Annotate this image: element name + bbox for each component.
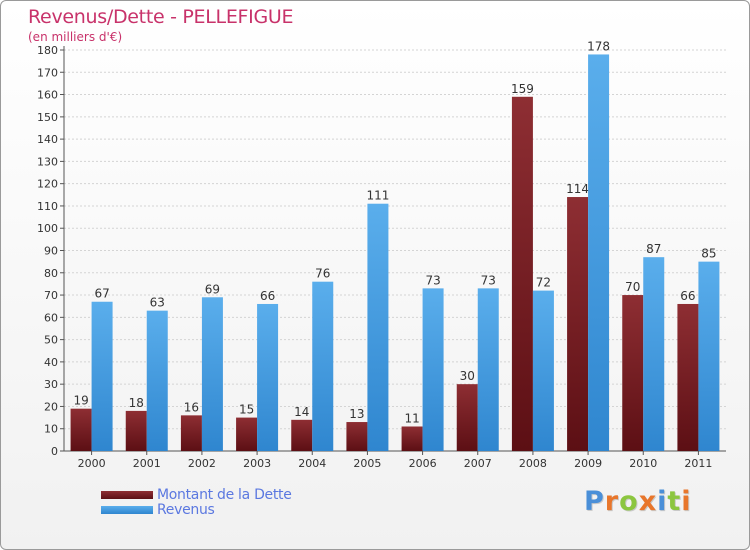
x-tick-label: 2005 (353, 457, 381, 470)
data-label: 178 (587, 39, 610, 53)
logo-letter: x (638, 486, 658, 517)
x-tick-label: 2000 (78, 457, 106, 470)
y-tick-label: 80 (44, 267, 58, 280)
y-tick-label: 140 (37, 133, 58, 146)
data-label: 66 (680, 289, 695, 303)
bar-dette (456, 384, 478, 451)
bar-dette (567, 197, 589, 451)
y-tick-label: 20 (44, 400, 58, 413)
y-tick-label: 40 (44, 356, 58, 369)
y-tick-label: 100 (37, 222, 58, 235)
legend-item-revenus: Revenus (101, 501, 292, 518)
y-tick-label: 50 (44, 334, 58, 347)
y-tick-label: 170 (37, 66, 58, 79)
data-label: 18 (129, 396, 144, 410)
bar-revenus (367, 203, 389, 451)
data-label: 73 (425, 273, 440, 287)
bar-dette (511, 96, 533, 452)
bar-dette (180, 415, 202, 451)
x-tick-label: 2004 (298, 457, 326, 470)
bar-revenus (91, 301, 113, 451)
x-tick-label: 2003 (243, 457, 271, 470)
proxiti-logo: Proxiti (584, 486, 692, 517)
logo-letter: r (604, 486, 620, 517)
x-tick-label: 2010 (629, 457, 657, 470)
data-label: 114 (566, 182, 589, 196)
bar-dette (70, 408, 92, 451)
data-label: 73 (481, 273, 496, 287)
bar-revenus (146, 310, 168, 451)
y-tick-label: 90 (44, 245, 58, 258)
y-tick-label: 120 (37, 178, 58, 191)
bar-dette (677, 303, 699, 451)
data-label: 63 (150, 296, 165, 310)
data-label: 11 (404, 411, 419, 425)
y-tick-label: 160 (37, 89, 58, 102)
legend-label-revenus: Revenus (157, 501, 215, 518)
y-tick-label: 0 (51, 445, 58, 458)
logo-letter: o (619, 486, 639, 517)
data-label: 16 (184, 400, 199, 414)
data-label: 67 (94, 287, 109, 301)
logo-letter: i (681, 486, 692, 517)
legend-swatch-revenus (101, 505, 153, 514)
legend-label-dette: Montant de la Dette (157, 486, 292, 503)
data-label: 14 (294, 405, 309, 419)
x-tick-label: 2008 (519, 457, 547, 470)
legend-item-dette: Montant de la Dette (101, 486, 292, 503)
data-label: 66 (260, 289, 275, 303)
bar-dette (622, 295, 644, 451)
data-label: 30 (460, 369, 475, 383)
y-tick-label: 70 (44, 289, 58, 302)
data-label: 72 (536, 276, 551, 290)
y-tick-label: 130 (37, 155, 58, 168)
y-tick-label: 150 (37, 111, 58, 124)
data-label: 70 (625, 280, 640, 294)
data-label: 111 (366, 189, 389, 203)
x-tick-label: 2006 (409, 457, 437, 470)
y-tick-label: 60 (44, 311, 58, 324)
bar-revenus (422, 288, 444, 451)
y-tick-label: 10 (44, 423, 58, 436)
logo-letter: t (667, 486, 682, 517)
logo-letter: P (584, 486, 605, 517)
data-label: 13 (349, 407, 364, 421)
y-tick-label: 110 (37, 200, 58, 213)
bar-revenus (477, 288, 499, 451)
bar-dette (401, 426, 423, 451)
data-label: 85 (701, 247, 716, 261)
y-tick-label: 180 (37, 44, 58, 57)
x-tick-label: 2011 (684, 457, 712, 470)
legend-swatch-dette (101, 490, 153, 499)
x-tick-label: 2002 (188, 457, 216, 470)
y-tick-label: 30 (44, 378, 58, 391)
bar-dette (291, 419, 313, 451)
data-label: 15 (239, 403, 254, 417)
logo-letter: i (657, 486, 668, 517)
x-tick-label: 2009 (574, 457, 602, 470)
chart-unit-label: (en milliers d'€) (28, 30, 123, 44)
x-tick-label: 2007 (464, 457, 492, 470)
chart-title: Revenus/Dette - PELLEFIGUE (28, 6, 294, 28)
bar-revenus (698, 261, 720, 451)
bar-dette (125, 410, 147, 451)
bar-revenus (312, 281, 334, 451)
bar-revenus (588, 54, 610, 451)
chart-legend: Montant de la Dette Revenus (101, 486, 292, 518)
data-label: 69 (205, 282, 220, 296)
data-label: 87 (646, 242, 661, 256)
bar-revenus (532, 290, 554, 451)
bar-revenus (257, 303, 279, 451)
data-label: 76 (315, 267, 330, 281)
data-label: 159 (511, 82, 534, 96)
bar-dette (346, 422, 368, 451)
data-label: 19 (73, 394, 88, 408)
x-tick-label: 2001 (133, 457, 161, 470)
bar-revenus (643, 257, 665, 451)
bar-dette (236, 417, 258, 451)
bar-revenus (201, 297, 223, 451)
